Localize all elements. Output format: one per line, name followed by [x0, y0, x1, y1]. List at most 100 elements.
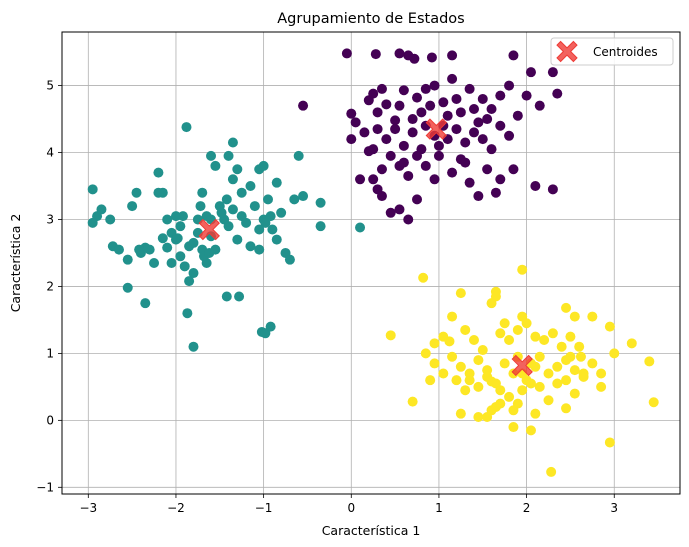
data-point [530, 181, 541, 191]
data-point [534, 351, 545, 362]
data-point [403, 214, 414, 225]
data-point [87, 217, 98, 228]
data-point [587, 358, 598, 369]
data-point [227, 137, 238, 148]
data-point [495, 174, 506, 185]
data-point [574, 341, 585, 352]
data-point [447, 73, 458, 84]
data-point [223, 150, 234, 161]
data-points [87, 48, 659, 477]
data-point [534, 100, 545, 111]
data-point [451, 375, 462, 386]
data-point [495, 120, 506, 131]
data-point [127, 201, 138, 212]
centroid-marker [511, 354, 533, 377]
data-point [227, 204, 238, 215]
data-point [587, 311, 598, 322]
data-point [552, 378, 563, 389]
data-point [140, 298, 151, 309]
data-point [265, 211, 276, 222]
data-point [525, 425, 536, 436]
x-tick-label: −2 [167, 501, 185, 515]
data-point [508, 422, 519, 433]
data-point [376, 164, 387, 175]
data-point [499, 358, 510, 369]
x-tick-label: −3 [79, 501, 97, 515]
data-point [195, 201, 206, 212]
data-point [561, 403, 572, 414]
data-point [346, 134, 357, 145]
data-point [473, 381, 484, 392]
data-point [412, 150, 423, 161]
data-point [221, 291, 232, 302]
data-point [464, 368, 475, 379]
data-point [429, 174, 440, 185]
data-point [363, 146, 374, 157]
y-axis-label: Característica 2 [8, 214, 23, 313]
data-point [433, 140, 444, 151]
data-point [477, 134, 488, 145]
data-point [609, 348, 620, 359]
data-point [355, 174, 366, 185]
data-point [525, 378, 536, 389]
data-point [175, 251, 186, 262]
data-point [403, 170, 414, 181]
data-point [96, 204, 107, 215]
data-point [569, 311, 580, 322]
data-point [227, 174, 238, 185]
data-point [626, 338, 637, 349]
data-point [455, 408, 466, 419]
data-point [289, 194, 300, 205]
data-point [512, 398, 523, 409]
data-point [87, 184, 98, 195]
data-point [495, 328, 506, 339]
data-point [416, 107, 427, 118]
data-point [517, 264, 528, 275]
data-point [376, 191, 387, 202]
data-point [370, 49, 381, 60]
data-point [504, 80, 515, 91]
data-point [486, 405, 497, 416]
data-point [455, 107, 466, 118]
data-point [249, 201, 260, 212]
data-point [534, 381, 545, 392]
data-point [134, 244, 145, 255]
data-point [547, 184, 558, 195]
y-tick-label: 0 [46, 413, 54, 427]
data-point [604, 437, 615, 448]
data-point [166, 258, 177, 268]
data-point [504, 391, 515, 402]
data-point [469, 104, 479, 114]
data-point [517, 385, 528, 396]
data-point [504, 130, 515, 141]
data-point [276, 207, 287, 218]
data-point [429, 358, 440, 369]
data-point [170, 211, 181, 222]
data-point [539, 335, 550, 345]
data-point [546, 466, 557, 477]
data-point [521, 90, 532, 101]
data-point [385, 330, 396, 341]
data-point [604, 321, 615, 332]
data-point [271, 234, 282, 245]
data-point [460, 137, 471, 148]
data-point [477, 93, 488, 104]
data-point [144, 244, 155, 255]
data-point [398, 157, 409, 168]
data-point [201, 258, 212, 268]
data-point [561, 302, 572, 313]
axis-ticks: −3 −2 −1 0 1 2 3 −1 0 1 2 3 4 5 [36, 79, 618, 515]
data-point [455, 288, 466, 299]
data-point [368, 88, 379, 99]
data-point [447, 167, 458, 178]
data-point [149, 258, 160, 268]
data-point [175, 221, 186, 232]
data-point [398, 140, 409, 151]
data-point [298, 100, 309, 111]
data-point [385, 207, 396, 218]
data-point [552, 361, 563, 372]
data-point [113, 244, 124, 255]
data-point [495, 398, 506, 409]
data-point [499, 318, 510, 329]
x-tick-label: 1 [435, 501, 443, 515]
